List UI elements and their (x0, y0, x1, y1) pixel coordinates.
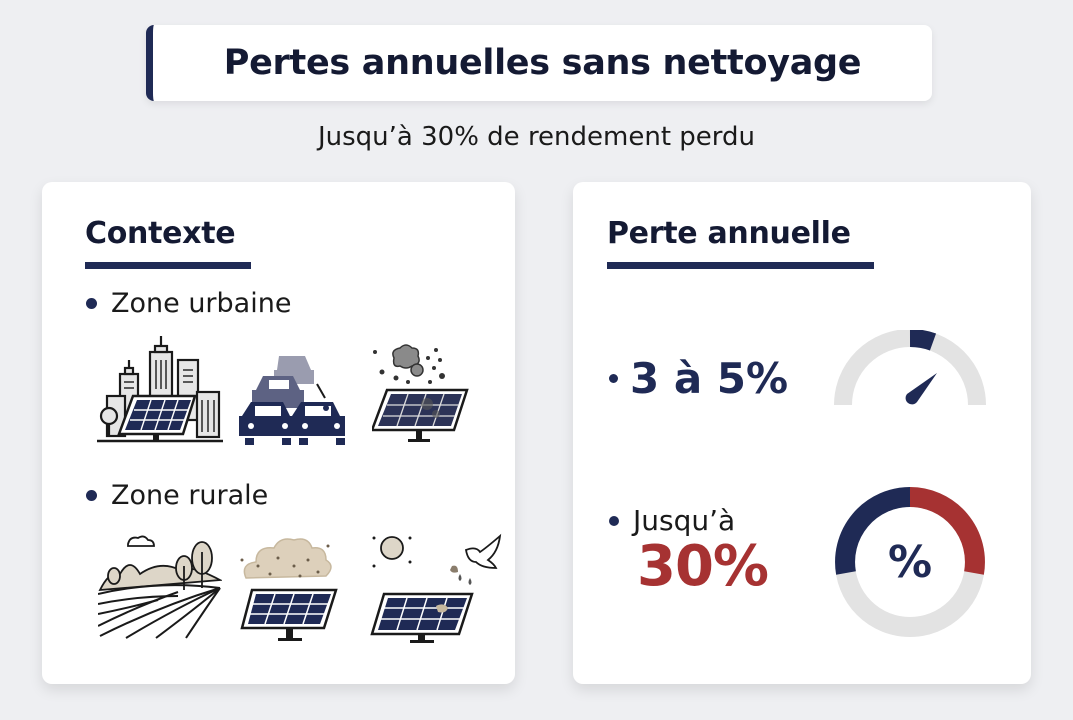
annual-loss-title-underline (607, 262, 874, 269)
context-title: Contexte (85, 216, 236, 251)
context-title-underline (85, 262, 251, 269)
gauge-icon (834, 330, 986, 406)
page-title: Pertes annuelles sans nettoyage (223, 43, 862, 83)
zone-rurale-label: Zone rurale (111, 480, 269, 511)
pollution-dirty-panel-icon (372, 344, 469, 442)
loss-item-3-5: 3 à 5% (609, 354, 788, 403)
loss-prefix-label: Jusqu’à (633, 504, 736, 537)
zone-urbaine-label: Zone urbaine (111, 288, 292, 319)
annual-loss-title: Perte annuelle (607, 216, 851, 251)
title-banner: Pertes annuelles sans nettoyage (146, 25, 932, 101)
dust-cloud-panel-icon (240, 538, 338, 641)
countryside-fields-icon (98, 535, 222, 639)
annual-loss-card: Perte annuelle 3 à 5% Jusqu’à 30% % (573, 182, 1031, 684)
bird-droppings-panel-icon (370, 533, 502, 643)
percent-symbol: % (887, 536, 933, 588)
bullet-dot (86, 298, 97, 309)
loss-item-up-to-30: Jusqu’à (609, 504, 735, 537)
bullet-dot (609, 374, 618, 383)
bullet-zone-rurale: Zone rurale (86, 480, 268, 511)
loss-value-30: 30% (637, 534, 769, 599)
percent-ring-icon: % (835, 487, 985, 637)
context-card: Contexte Zone urbaine (42, 182, 515, 684)
page-subtitle: Jusqu’à 30% de rendement perdu (317, 122, 756, 152)
loss-value-3-5: 3 à 5% (630, 354, 789, 403)
bullet-dot (86, 490, 97, 501)
city-solar-panel-icon (97, 336, 223, 443)
traffic-cars-icon (239, 356, 345, 445)
bullet-dot (609, 515, 619, 526)
bullet-zone-urbaine: Zone urbaine (86, 288, 291, 319)
